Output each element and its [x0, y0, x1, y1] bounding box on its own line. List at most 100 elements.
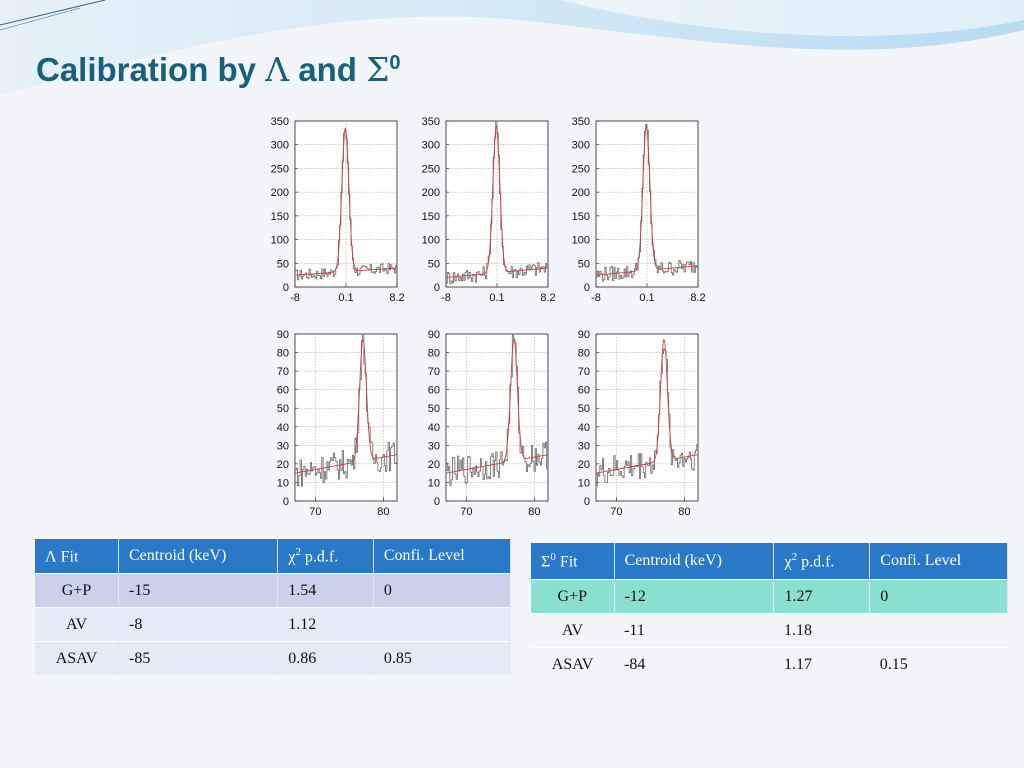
header-centroid: Centroid (keV)	[614, 543, 775, 580]
table-row: G+P -12 1.27 0	[531, 579, 1008, 614]
y-tick-label: 250	[422, 163, 440, 175]
y-tick-label: 0	[283, 496, 289, 508]
row-method: AV	[531, 613, 615, 648]
y-tick-label: 80	[428, 348, 440, 360]
y-tick-label: 300	[572, 140, 590, 152]
y-tick-label: 0	[434, 496, 440, 508]
y-tick-label: 20	[277, 459, 289, 471]
y-tick-label: 90	[277, 329, 289, 341]
header-centroid: Centroid (keV)	[118, 539, 279, 574]
y-tick-label: 70	[428, 366, 440, 378]
x-tick-label: -8	[591, 292, 601, 304]
table-row: AV -11 1.18	[531, 613, 1008, 648]
x-tick-label: 0.1	[639, 292, 654, 304]
row-chi2: 0.86	[277, 641, 374, 675]
x-tick-label: 8.2	[690, 292, 705, 304]
table-row: AV -8 1.12	[35, 607, 512, 642]
x-tick-label: 70	[610, 506, 622, 518]
row-confidence: 0.85	[373, 641, 512, 675]
x-tick-label: -8	[290, 292, 300, 304]
y-tick-label: 350	[271, 116, 289, 128]
y-tick-label: 30	[277, 440, 289, 452]
x-tick-label: 80	[528, 506, 540, 518]
lambda-fit-table: Λ Fit Centroid (keV) χ2 p.d.f. Confi. Le…	[35, 539, 512, 675]
y-tick-label: 150	[271, 211, 289, 223]
row-confidence: 0	[869, 579, 1008, 614]
y-tick-label: 150	[422, 211, 440, 223]
fit-curve	[595, 338, 699, 474]
x-tick-label: 70	[460, 506, 472, 518]
x-tick-label: 0.1	[338, 292, 353, 304]
y-tick-label: 300	[422, 140, 440, 152]
histogram-plot-bottom-2: 0 10 20 30 40 50 60 70 80 90 70 80	[428, 329, 549, 518]
y-tick-label: 70	[277, 366, 289, 378]
plot-frame	[445, 333, 549, 502]
row-centroid: -8	[118, 607, 279, 642]
y-tick-label: 90	[428, 329, 440, 341]
header-chi2: χ2 p.d.f.	[773, 543, 871, 580]
y-tick-label: 20	[578, 459, 590, 471]
y-tick-label: 200	[572, 187, 590, 199]
plot-area: 0 10 20 30 40 50 60 70 80 90 70 80	[578, 329, 699, 518]
row-method: ASAV	[531, 647, 615, 681]
sigma-fit-table: Σ0 Fit Centroid (keV) χ2 p.d.f. Confi. L…	[531, 543, 1008, 681]
row-confidence	[869, 613, 1008, 648]
row-centroid: -85	[118, 641, 279, 675]
plot-area: 0 50 100 150 200 250 300 350 -8 0.1 8.2	[572, 116, 706, 304]
y-tick-label: 20	[428, 459, 440, 471]
row-method: G+P	[531, 579, 615, 614]
y-tick-label: 40	[428, 422, 440, 434]
row-centroid: -11	[614, 613, 774, 648]
y-tick-label: 60	[578, 385, 590, 397]
row-centroid: -84	[614, 647, 774, 681]
fit-curve	[446, 124, 549, 278]
y-tick-label: 100	[422, 235, 440, 247]
y-tick-label: 150	[572, 211, 590, 223]
y-tick-label: 60	[277, 385, 289, 397]
row-confidence: 0.15	[869, 647, 1008, 681]
y-tick-label: 70	[578, 366, 590, 378]
y-tick-label: 0	[584, 282, 590, 294]
y-tick-label: 60	[428, 385, 440, 397]
histogram-series	[295, 333, 397, 487]
header-fit: Σ0 Fit	[531, 543, 615, 580]
y-tick-label: 50	[578, 403, 590, 415]
y-tick-label: 30	[578, 440, 590, 452]
histogram-plot-bottom-3: 0 10 20 30 40 50 60 70 80 90 70 80	[578, 329, 699, 518]
row-confidence: 0	[373, 573, 512, 608]
y-tick-label: 350	[572, 116, 590, 128]
y-tick-label: 90	[578, 329, 590, 341]
row-chi2: 1.17	[773, 647, 870, 681]
y-tick-label: 200	[271, 187, 289, 199]
header-confidence: Confi. Level	[373, 539, 512, 574]
fit-curve	[294, 338, 398, 474]
y-tick-label: 80	[578, 348, 590, 360]
plot-area: 0 10 20 30 40 50 60 70 80 90 70 80	[428, 329, 549, 518]
plot-area: 0 10 20 30 40 50 60 70 80 90 70 80	[277, 329, 398, 518]
histogram-series	[596, 348, 698, 487]
x-tick-label: 0.1	[489, 292, 504, 304]
x-tick-label: 8.2	[389, 292, 404, 304]
row-chi2: 1.54	[277, 573, 374, 608]
y-tick-label: 30	[428, 440, 440, 452]
y-tick-label: 300	[271, 140, 289, 152]
histogram-plot-bottom-1: 0 10 20 30 40 50 60 70 80 90 70 80	[277, 329, 398, 518]
x-tick-label: 70	[309, 506, 321, 518]
row-centroid: -12	[614, 579, 775, 614]
histogram-plot-top-3: 0 50 100 150 200 250 300 350 -8 0.1 8.2	[572, 116, 706, 304]
y-tick-label: 50	[578, 258, 590, 270]
y-tick-label: 200	[422, 187, 440, 199]
y-tick-label: 50	[277, 403, 289, 415]
y-tick-label: 10	[428, 477, 440, 489]
x-tick-label: 80	[377, 506, 389, 518]
plot-area: 0 50 100 150 200 250 300 350 -8 0.1 8.2	[271, 116, 405, 304]
histogram-plot-top-1: 0 50 100 150 200 250 300 350 -8 0.1 8.2	[271, 116, 405, 304]
row-centroid: -15	[118, 573, 279, 608]
fit-curve	[295, 127, 398, 276]
row-method: ASAV	[35, 641, 119, 675]
y-tick-label: 250	[271, 163, 289, 175]
y-tick-label: 0	[283, 282, 289, 294]
row-method: AV	[35, 607, 119, 642]
row-method: G+P	[35, 573, 119, 608]
